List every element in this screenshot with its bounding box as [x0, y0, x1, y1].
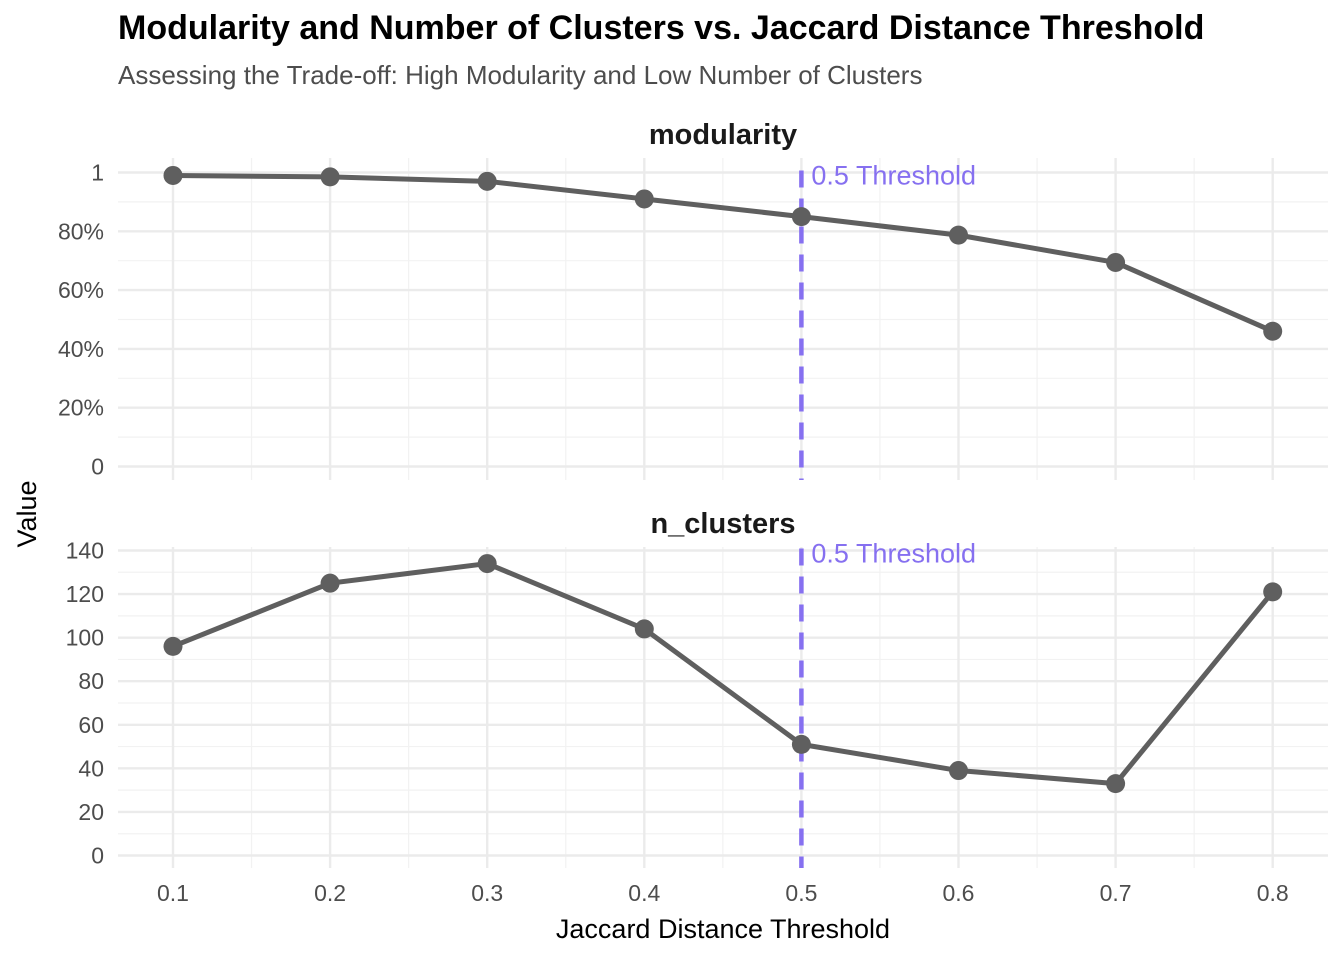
x-tick-label: 0.6 — [943, 880, 975, 906]
x-axis: 0.1 0.2 0.3 0.4 0.5 0.6 0.7 0.8 — [157, 880, 1289, 906]
data-point — [1263, 582, 1283, 602]
x-tick-label: 0.2 — [314, 880, 346, 906]
x-tick-label: 0.4 — [628, 880, 660, 906]
y-tick-label: 40% — [58, 336, 104, 362]
y-axis-title: Value — [12, 480, 42, 547]
data-point — [791, 207, 811, 227]
data-point — [320, 167, 340, 187]
x-tick-label: 0.3 — [471, 880, 503, 906]
y-tick-label: 60 — [78, 712, 104, 738]
data-point — [1106, 252, 1126, 272]
panel-title-modularity: modularity — [649, 119, 797, 151]
y-tick-label: 100 — [66, 625, 104, 651]
panel-title-n-clusters: n_clusters — [650, 508, 795, 540]
series-line-modularity — [170, 172, 1276, 334]
y-tick-label: 80 — [78, 668, 104, 694]
x-tick-label: 0.8 — [1257, 880, 1289, 906]
threshold-label: 0.5 Threshold — [811, 161, 976, 191]
y-tick-label: 80% — [58, 218, 104, 244]
y-tick-label: 60% — [58, 277, 104, 303]
y-tick-label: 120 — [66, 581, 104, 607]
data-point — [477, 171, 497, 191]
y-tick-label: 40 — [78, 755, 104, 781]
y-tick-label: 20% — [58, 395, 104, 421]
data-point — [1106, 774, 1126, 794]
data-point — [1263, 321, 1283, 341]
data-point — [949, 225, 968, 245]
series-line-n_clusters — [170, 561, 1276, 787]
x-axis-title: Jaccard Distance Threshold — [556, 914, 890, 944]
data-point — [634, 619, 654, 639]
y-tick-label: 1 — [91, 160, 104, 186]
panel-modularity: modularity 0 20% 40% 60% 80% 1 0.5 Threshold — [58, 119, 1328, 480]
y-tick-label: 20 — [78, 799, 104, 825]
chart-title: Modularity and Number of Clusters vs. Ja… — [118, 9, 1204, 47]
data-point — [320, 573, 340, 593]
y-tick-label: 0 — [91, 454, 104, 480]
y-tick-label: 140 — [66, 538, 104, 564]
grid-n_clusters — [118, 547, 1328, 868]
chart-subtitle: Assessing the Trade-off: High Modularity… — [118, 60, 922, 90]
x-tick-label: 0.1 — [157, 880, 189, 906]
data-point — [477, 554, 497, 574]
data-point — [634, 189, 654, 209]
threshold-label: 0.5 Threshold — [811, 539, 976, 569]
y-tick-label: 0 — [91, 843, 104, 869]
data-point — [791, 734, 811, 754]
data-point — [163, 636, 183, 656]
x-tick-label: 0.7 — [1100, 880, 1132, 906]
x-tick-label: 0.5 — [785, 880, 817, 906]
data-point — [949, 761, 968, 781]
panel-n-clusters: n_clusters 0 20 40 60 80 100 120 140 0.5 Thresho… — [66, 508, 1328, 869]
data-point — [163, 165, 183, 185]
